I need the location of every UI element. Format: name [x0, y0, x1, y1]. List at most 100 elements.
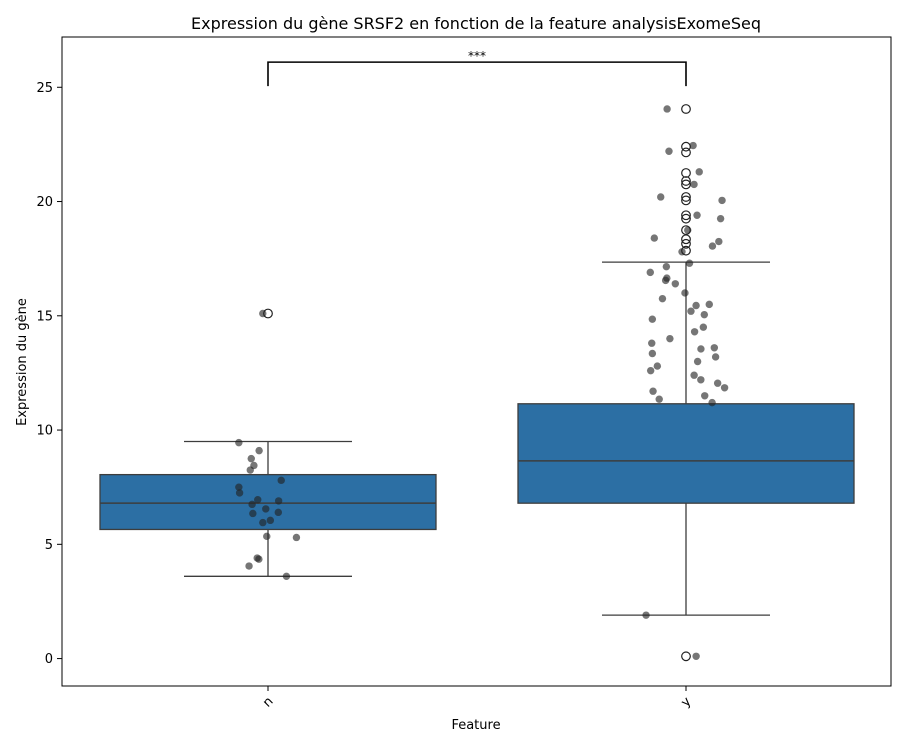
data-point-y	[692, 301, 700, 310]
data-point-y	[711, 353, 720, 361]
box-y	[517, 403, 855, 504]
data-point-y	[642, 611, 650, 619]
data-point-y	[701, 392, 709, 400]
data-point-y	[648, 339, 656, 347]
y-tick-label: 15	[36, 309, 53, 324]
significance-label: ***	[468, 49, 486, 63]
outlier-y	[681, 179, 691, 190]
significance-bracket-line	[267, 61, 687, 87]
data-point-n	[249, 509, 257, 518]
data-point-y	[693, 211, 701, 219]
data-point-n	[235, 483, 243, 491]
data-point-n	[235, 438, 243, 447]
data-point-n	[262, 505, 270, 513]
chart-title: Expression du gène SRSF2 en fonction de …	[191, 14, 761, 33]
data-point-n	[247, 454, 255, 463]
data-point-n	[248, 500, 256, 509]
data-point-y	[657, 193, 665, 201]
data-point-y	[713, 379, 722, 387]
data-point-n	[263, 532, 271, 541]
data-point-y	[685, 259, 694, 267]
data-point-y	[681, 289, 689, 297]
data-point-n	[259, 309, 267, 318]
data-point-y	[665, 147, 673, 155]
significance-bracket: ***	[267, 49, 687, 87]
y-tick-label: 20	[36, 195, 53, 210]
y-tick-label: 0	[45, 652, 53, 667]
data-point-y	[648, 349, 657, 358]
data-point-y	[650, 234, 659, 242]
data-point-y	[655, 395, 663, 403]
x-axis-label: Feature	[451, 718, 500, 733]
y-tick-label: 5	[45, 538, 53, 553]
data-point-y	[705, 300, 713, 309]
data-point-n	[245, 562, 253, 570]
data-point-y	[720, 384, 729, 392]
data-point-y	[661, 276, 670, 285]
data-point-y	[689, 141, 697, 150]
data-point-n	[235, 489, 244, 497]
data-point-y	[692, 652, 700, 660]
outlier-y	[681, 104, 691, 114]
data-point-y	[648, 315, 657, 323]
data-point-y	[653, 362, 662, 370]
data-point-n	[277, 476, 285, 485]
data-point-n	[255, 555, 263, 563]
data-point-y	[708, 242, 717, 250]
outlier-y	[681, 147, 691, 158]
data-point-y	[699, 323, 708, 331]
data-point-y	[697, 345, 705, 353]
data-point-y	[690, 180, 698, 189]
data-point-n	[274, 497, 283, 505]
y-axis-label: Expression du gène	[15, 298, 30, 426]
outlier-y	[681, 213, 691, 224]
data-point-y	[690, 328, 699, 336]
data-point-y	[697, 376, 705, 384]
box-group	[99, 261, 855, 616]
outlier-y	[681, 210, 691, 221]
data-point-y	[718, 196, 726, 205]
data-point-n	[274, 508, 282, 517]
outlier-y	[681, 238, 691, 249]
data-point-y	[695, 168, 703, 176]
data-point-y	[708, 398, 716, 407]
data-point-y	[646, 366, 655, 375]
data-point-y	[716, 214, 725, 223]
outlier-y	[681, 651, 691, 662]
data-point-n	[246, 466, 254, 474]
outlier-y	[681, 234, 691, 245]
data-point-y	[700, 310, 709, 319]
plot-frame	[61, 36, 892, 687]
data-point-y	[663, 105, 671, 113]
x-tick-label-y: y	[678, 694, 694, 710]
data-point-n	[254, 496, 262, 504]
data-point-y	[687, 307, 695, 315]
outlier-y	[681, 192, 691, 202]
data-point-n	[292, 533, 301, 542]
data-point-n	[266, 516, 275, 525]
data-point-y	[710, 344, 719, 352]
data-point-y	[715, 237, 723, 246]
data-point-n	[255, 446, 263, 455]
outlier-n	[263, 308, 273, 319]
data-point-y	[649, 387, 657, 395]
outlier-y	[681, 195, 691, 206]
data-point-n	[282, 572, 291, 581]
outlier-y	[681, 245, 691, 256]
outlier-y	[681, 141, 691, 152]
outlier-y	[681, 176, 691, 186]
y-tick-label: 10	[36, 424, 53, 439]
outlier-y	[681, 168, 691, 178]
data-point-y	[693, 357, 702, 366]
data-point-y	[671, 280, 680, 288]
data-point-y	[690, 371, 698, 379]
data-point-y	[658, 294, 667, 303]
y-tick-label: 25	[36, 81, 53, 96]
data-point-y	[646, 268, 654, 277]
data-point-y	[666, 334, 674, 343]
outlier-markers	[263, 104, 691, 662]
data-point-y	[662, 262, 671, 271]
y-axis: 0 5 10 15 20 25	[36, 81, 62, 667]
